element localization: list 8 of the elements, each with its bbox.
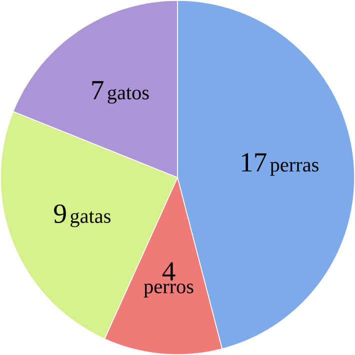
- slice-label: gatas: [70, 211, 110, 228]
- data-label: 9: [54, 204, 66, 224]
- slice-label: perras: [270, 162, 318, 176]
- data-label: 7: [92, 81, 104, 100]
- slice-label: perros: [144, 284, 194, 298]
- data-label: 4: [162, 262, 176, 280]
- data-label: 17: [242, 153, 266, 172]
- slice-label: gatos: [108, 88, 149, 104]
